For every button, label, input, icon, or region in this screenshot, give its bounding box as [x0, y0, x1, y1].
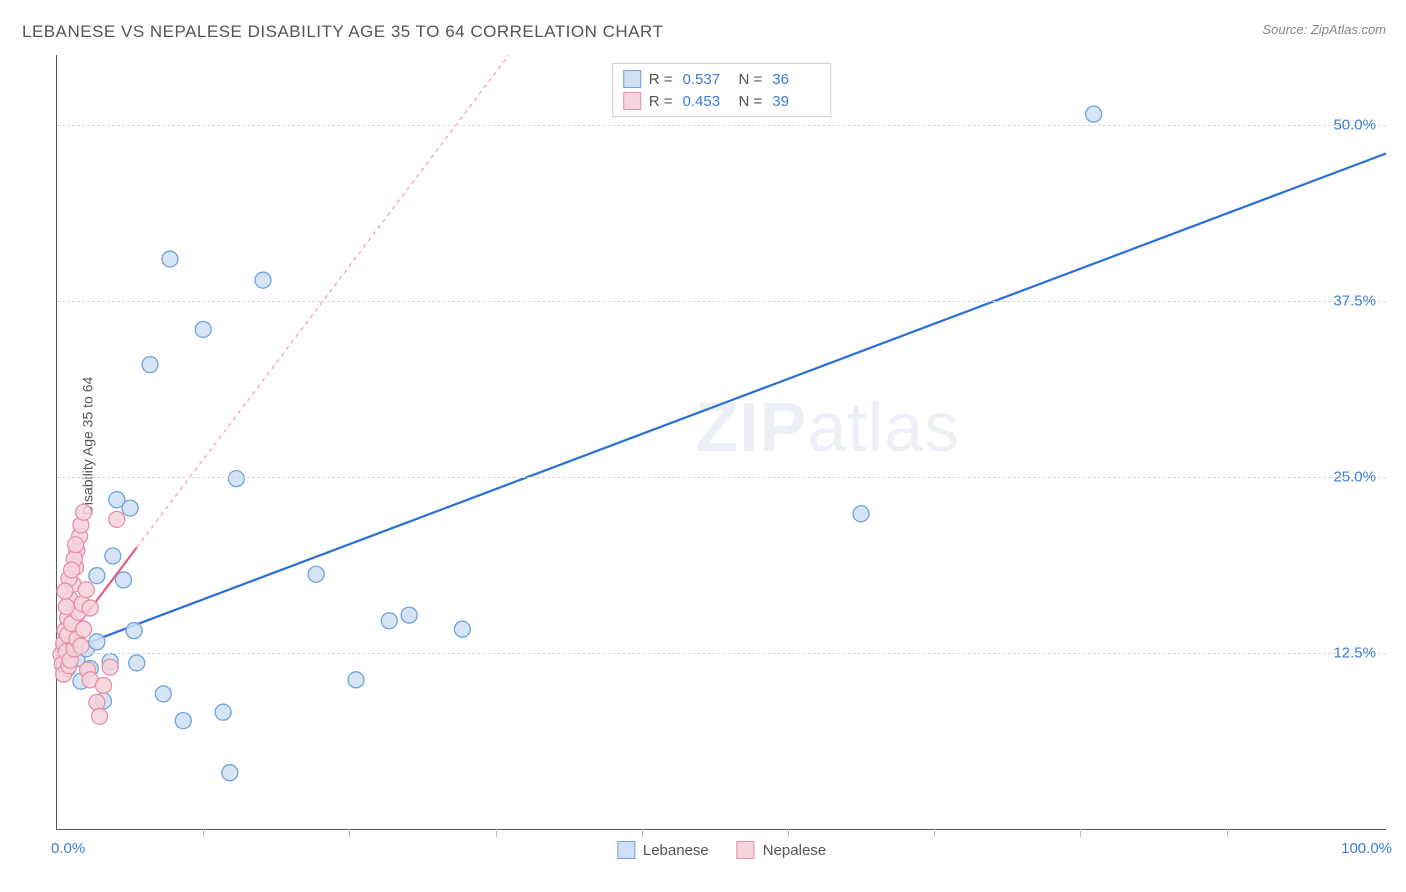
- ytick-label: 37.5%: [1333, 293, 1376, 310]
- xtick: [349, 829, 350, 837]
- series-legend-nepalese: Nepalese: [737, 841, 826, 859]
- swatch-nepalese-bottom: [737, 841, 755, 859]
- r-value-nepalese: 0.453: [683, 93, 731, 110]
- data-point-lebanese: [853, 506, 869, 522]
- series-label-lebanese: Lebanese: [643, 842, 709, 859]
- n-value-lebanese: 36: [772, 71, 820, 88]
- data-point-lebanese: [105, 548, 121, 564]
- series-legend-lebanese: Lebanese: [617, 841, 709, 859]
- swatch-lebanese: [623, 70, 641, 88]
- xtick: [496, 829, 497, 837]
- data-point-lebanese: [162, 251, 178, 267]
- data-point-nepalese: [102, 659, 118, 675]
- data-point-lebanese: [175, 713, 191, 729]
- chart-title: LEBANESE VS NEPALESE DISABILITY AGE 35 T…: [22, 22, 663, 42]
- series-label-nepalese: Nepalese: [763, 842, 826, 859]
- gridline: [57, 653, 1386, 654]
- r-label: R =: [649, 71, 673, 88]
- gridline: [57, 125, 1386, 126]
- data-point-lebanese: [89, 634, 105, 650]
- data-point-lebanese: [348, 672, 364, 688]
- data-point-nepalese: [78, 582, 94, 598]
- data-point-lebanese: [155, 686, 171, 702]
- source-attribution: Source: ZipAtlas.com: [1262, 22, 1386, 37]
- data-point-lebanese: [381, 613, 397, 629]
- xtick: [203, 829, 204, 837]
- data-point-nepalese: [89, 694, 105, 710]
- data-point-lebanese: [195, 321, 211, 337]
- data-point-nepalese: [92, 708, 108, 724]
- xtick: [788, 829, 789, 837]
- xtick: [642, 829, 643, 837]
- r-label-2: R =: [649, 93, 673, 110]
- ytick-label: 25.0%: [1333, 469, 1376, 486]
- n-value-nepalese: 39: [772, 93, 820, 110]
- data-point-lebanese: [401, 607, 417, 623]
- data-point-lebanese: [129, 655, 145, 671]
- trend-line-lebanese: [57, 154, 1386, 655]
- data-point-lebanese: [215, 704, 231, 720]
- stats-legend-row-lebanese: R = 0.537 N = 36: [623, 68, 821, 90]
- gridline: [57, 477, 1386, 478]
- data-point-nepalese: [68, 537, 84, 553]
- data-point-lebanese: [1086, 106, 1102, 122]
- stats-legend-row-nepalese: R = 0.453 N = 39: [623, 90, 821, 112]
- xtick: [1227, 829, 1228, 837]
- data-point-nepalese: [73, 638, 89, 654]
- data-point-nepalese: [57, 583, 73, 599]
- data-point-nepalese: [109, 511, 125, 527]
- data-point-nepalese: [58, 599, 74, 615]
- data-point-lebanese: [89, 568, 105, 584]
- ytick-label: 50.0%: [1333, 117, 1376, 134]
- n-label-2: N =: [739, 93, 763, 110]
- chart-container: LEBANESE VS NEPALESE DISABILITY AGE 35 T…: [0, 0, 1406, 892]
- data-point-lebanese: [308, 566, 324, 582]
- xtick-label-max: 100.0%: [1341, 840, 1392, 857]
- data-point-nepalese: [82, 600, 98, 616]
- xtick-label-min: 0.0%: [51, 840, 85, 857]
- data-point-lebanese: [222, 765, 238, 781]
- data-point-nepalese: [64, 562, 80, 578]
- ytick-label: 12.5%: [1333, 645, 1376, 662]
- swatch-nepalese: [623, 92, 641, 110]
- data-point-lebanese: [454, 621, 470, 637]
- data-point-lebanese: [126, 623, 142, 639]
- data-point-lebanese: [255, 272, 271, 288]
- plot-area: ZIPatlas R = 0.537 N = 36 R = 0.453 N = …: [56, 55, 1386, 830]
- r-value-lebanese: 0.537: [683, 71, 731, 88]
- data-point-nepalese: [76, 621, 92, 637]
- n-label: N =: [739, 71, 763, 88]
- xtick: [1080, 829, 1081, 837]
- gridline: [57, 301, 1386, 302]
- swatch-lebanese-bottom: [617, 841, 635, 859]
- data-point-nepalese: [96, 677, 112, 693]
- series-legend: Lebanese Nepalese: [617, 841, 826, 859]
- data-point-lebanese: [228, 471, 244, 487]
- data-point-nepalese: [76, 504, 92, 520]
- stats-legend: R = 0.537 N = 36 R = 0.453 N = 39: [612, 63, 832, 117]
- data-point-lebanese: [142, 357, 158, 373]
- chart-svg: [57, 55, 1386, 829]
- xtick: [934, 829, 935, 837]
- data-point-lebanese: [122, 500, 138, 516]
